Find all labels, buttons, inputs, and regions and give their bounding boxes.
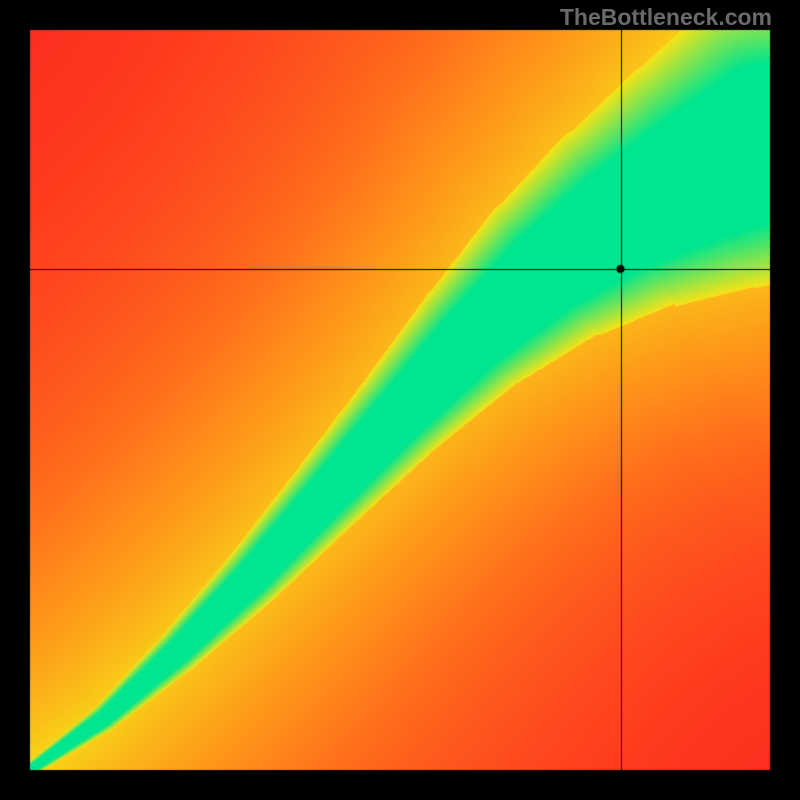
bottleneck-heatmap: [0, 0, 800, 800]
watermark-text: TheBottleneck.com: [560, 4, 772, 31]
